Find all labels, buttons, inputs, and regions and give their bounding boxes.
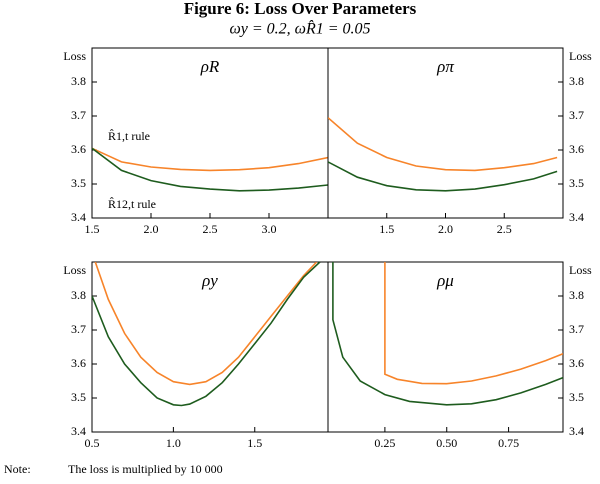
y-axis-label: Loss	[63, 49, 86, 63]
series-label: R̂12,t rule	[108, 196, 156, 210]
panel-title: ρμ	[436, 271, 454, 290]
x-tick-label: 0.50	[436, 436, 457, 450]
series-line	[332, 262, 563, 406]
y-tick-label: 3.5	[569, 390, 584, 404]
y-tick-label: 3.4	[569, 210, 584, 224]
series-line	[94, 262, 318, 386]
y-axis-label: Loss	[569, 49, 592, 63]
y-tick-label: 3.8	[71, 288, 86, 302]
x-tick-label: 0.25	[374, 436, 395, 450]
y-tick-label: 3.6	[71, 356, 86, 370]
y-tick-label: 3.5	[71, 390, 86, 404]
x-tick-label: 2.5	[497, 222, 512, 236]
series-line	[92, 147, 328, 172]
y-tick-label: 3.7	[71, 108, 86, 122]
panel-title: ρy	[201, 271, 218, 290]
x-tick-label: 2.5	[203, 222, 218, 236]
y-tick-label: 3.8	[71, 74, 86, 88]
series-label: R̂1,t rule	[108, 128, 150, 142]
y-tick-label: 3.5	[569, 176, 584, 190]
x-tick-label: 3.0	[262, 222, 277, 236]
series-line	[92, 262, 321, 407]
panel-title: ρπ	[436, 57, 454, 76]
note: The loss is multiplied by 10 000	[68, 462, 223, 476]
x-tick-label: 0.75	[498, 436, 519, 450]
series-line	[328, 161, 558, 192]
y-tick-label: 3.8	[569, 74, 584, 88]
y-tick-label: 3.7	[569, 322, 584, 336]
note-label: Note:	[4, 462, 31, 476]
y-axis-label: Loss	[569, 263, 592, 277]
x-tick-label: 1.0	[166, 436, 181, 450]
x-tick-label: 2.0	[144, 222, 159, 236]
figure-title: Figure 6: Loss Over Parameters	[184, 0, 417, 18]
series-line	[92, 147, 328, 192]
y-tick-label: 3.4	[71, 424, 86, 438]
series-line	[328, 117, 558, 172]
y-tick-label: 3.8	[569, 288, 584, 302]
y-tick-label: 3.4	[71, 210, 86, 224]
x-tick-label: 0.5	[85, 436, 100, 450]
y-tick-label: 3.7	[569, 108, 584, 122]
panel-frame	[327, 261, 564, 433]
y-axis-label: Loss	[63, 263, 86, 277]
x-tick-label: 1.5	[379, 222, 394, 236]
series-line	[384, 262, 563, 385]
y-tick-label: 3.5	[71, 176, 86, 190]
y-tick-label: 3.6	[569, 142, 584, 156]
x-tick-label: 1.5	[247, 436, 262, 450]
x-tick-label: 1.5	[85, 222, 100, 236]
y-tick-label: 3.6	[71, 142, 86, 156]
y-tick-label: 3.4	[569, 424, 584, 438]
x-tick-label: 2.0	[438, 222, 453, 236]
y-tick-label: 3.7	[71, 322, 86, 336]
panel-title: ρR	[200, 57, 220, 76]
y-tick-label: 3.6	[569, 356, 584, 370]
figure-subtitle: ωy = 0.2, ωR̂1 = 0.05	[229, 19, 370, 38]
